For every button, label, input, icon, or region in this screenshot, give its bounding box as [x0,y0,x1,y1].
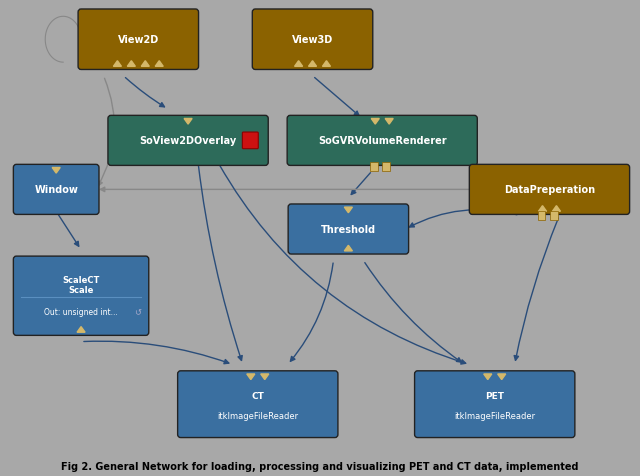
Polygon shape [113,61,122,67]
Polygon shape [141,61,149,67]
FancyBboxPatch shape [13,257,148,336]
FancyBboxPatch shape [13,165,99,215]
Bar [538,212,545,220]
FancyBboxPatch shape [252,10,372,70]
Bar [371,163,378,171]
Polygon shape [155,61,163,67]
Polygon shape [371,119,380,125]
Polygon shape [344,246,353,251]
Text: ScaleCT: ScaleCT [62,276,100,285]
Text: SoView2DOverlay: SoView2DOverlay [140,136,237,146]
FancyBboxPatch shape [287,116,477,166]
Text: Fig 2. General Network for loading, processing and visualizing PET and CT data, : Fig 2. General Network for loading, proc… [61,461,579,471]
Polygon shape [484,374,492,380]
Text: PET: PET [485,391,504,400]
Polygon shape [323,61,330,67]
Text: View2D: View2D [118,35,159,45]
Polygon shape [184,119,192,125]
Polygon shape [552,206,561,212]
Text: View3D: View3D [292,35,333,45]
FancyBboxPatch shape [469,165,630,215]
FancyBboxPatch shape [108,116,268,166]
Polygon shape [52,168,60,174]
Polygon shape [260,374,269,380]
Text: itkImageFileReader: itkImageFileReader [454,411,535,420]
Text: Out: unsigned int...: Out: unsigned int... [44,307,118,317]
Text: Window: Window [35,185,78,195]
FancyBboxPatch shape [78,10,198,70]
Polygon shape [294,61,303,67]
Polygon shape [344,208,353,213]
Polygon shape [247,374,255,380]
Polygon shape [498,374,506,380]
Text: itkImageFileReader: itkImageFileReader [217,411,298,420]
Text: ↺: ↺ [134,307,141,317]
FancyBboxPatch shape [288,205,408,255]
Polygon shape [385,119,393,125]
Text: Threshold: Threshold [321,225,376,235]
Bar [382,163,390,171]
Text: CT: CT [252,391,264,400]
Polygon shape [127,61,136,67]
Polygon shape [538,206,547,212]
Text: SoGVRVolumeRenderer: SoGVRVolumeRenderer [318,136,447,146]
FancyBboxPatch shape [243,133,259,149]
Polygon shape [77,327,85,333]
FancyBboxPatch shape [178,371,338,437]
Bar [550,212,559,220]
Text: Scale: Scale [68,286,93,295]
Text: DataPreperation: DataPreperation [504,185,595,195]
Polygon shape [308,61,317,67]
FancyBboxPatch shape [415,371,575,437]
